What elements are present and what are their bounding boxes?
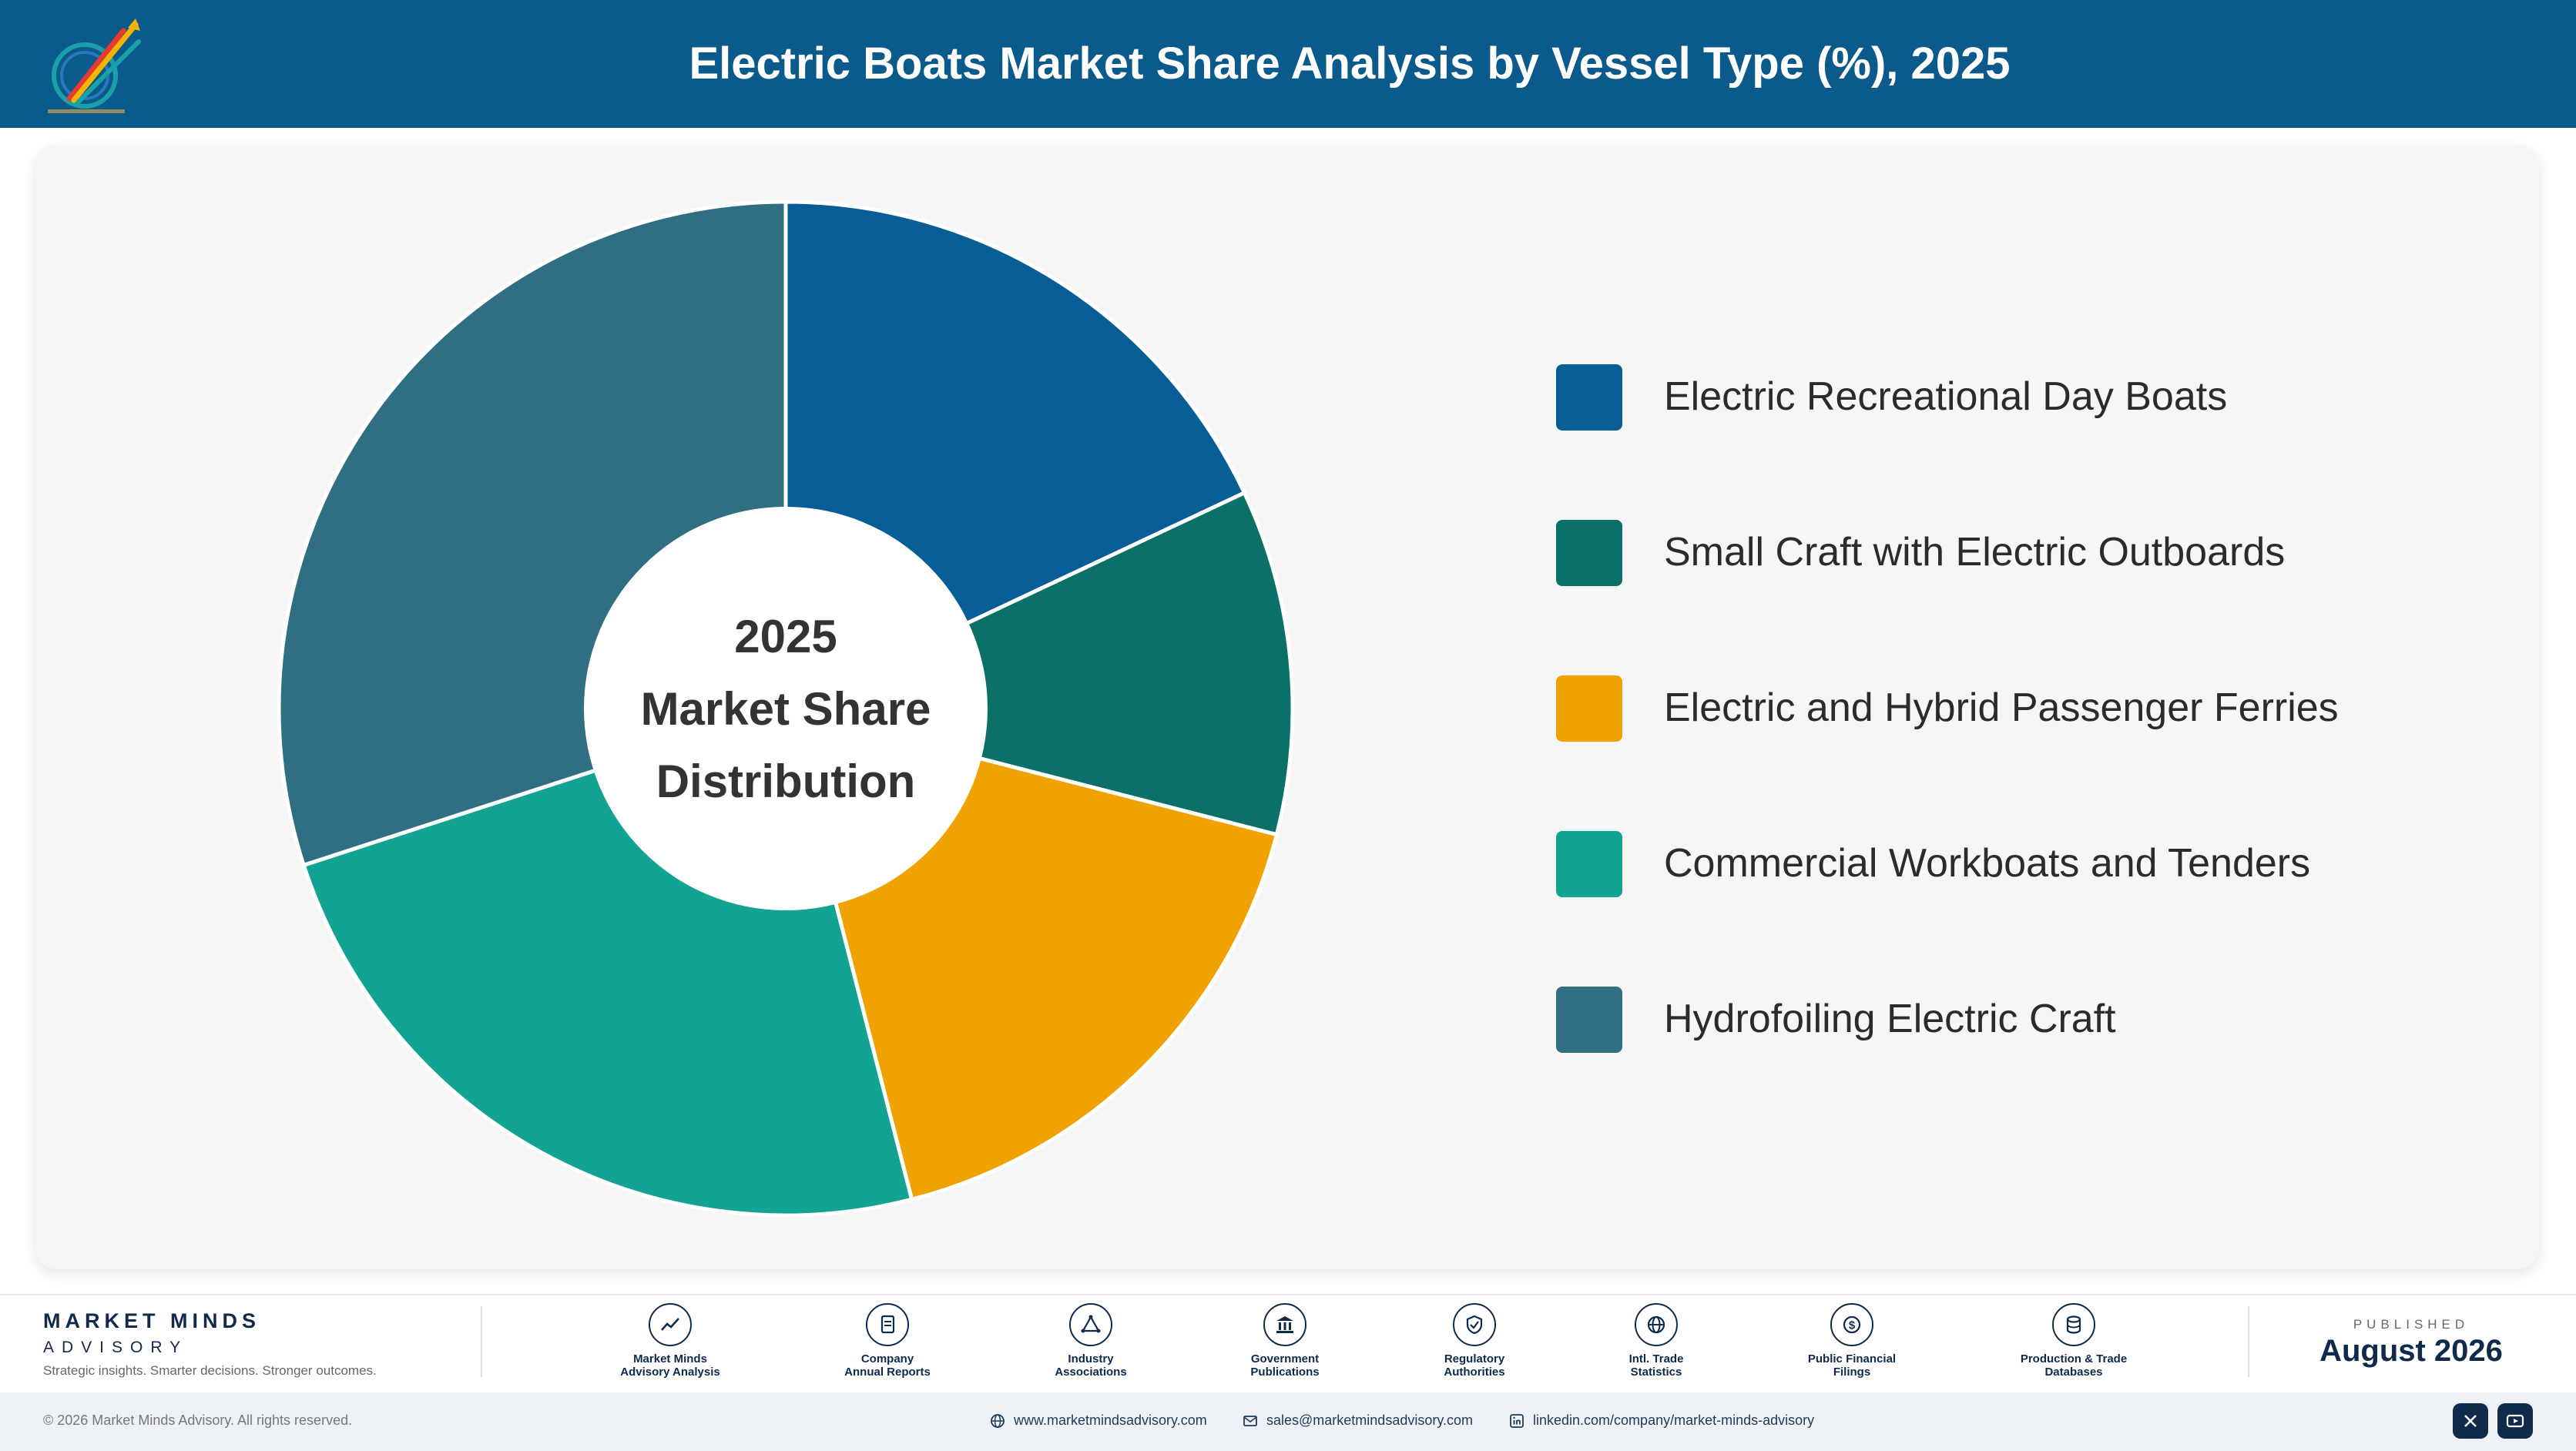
source-label-line-1: Regulatory xyxy=(1444,1352,1505,1366)
website-text: www.marketmindsadvisory.com xyxy=(1014,1412,1207,1428)
legend-item: Small Craft with Electric Outboards xyxy=(1556,518,2480,587)
center-label-line-3: Distribution xyxy=(656,756,916,807)
source-regulatory-authorities: Regulatory Authorities xyxy=(1390,1303,1559,1379)
page-title: Electric Boats Market Share Analysis by … xyxy=(689,39,2011,89)
source-label-line-2: Associations xyxy=(1055,1366,1127,1379)
youtube-social-button[interactable] xyxy=(2497,1403,2533,1439)
legend-item: Electric Recreational Day Boats xyxy=(1556,362,2480,431)
network-icon xyxy=(1069,1303,1112,1346)
legend-label: Commercial Workboats and Tenders xyxy=(1664,841,2311,886)
source-label-line-1: Industry xyxy=(1068,1352,1114,1366)
legend-item: Commercial Workboats and Tenders xyxy=(1556,829,2480,898)
brand-name: MARKET MINDS xyxy=(43,1309,260,1332)
source-label-line-2: Authorities xyxy=(1444,1366,1505,1379)
source-label-line-2: Annual Reports xyxy=(844,1366,931,1379)
government-building-icon xyxy=(1263,1303,1306,1346)
linkedin-text: linkedin.com/company/market-minds-adviso… xyxy=(1533,1412,1815,1428)
email-link[interactable]: sales@marketmindsadvisory.com xyxy=(1242,1412,1473,1429)
legend-item: Hydrofoiling Electric Craft xyxy=(1556,984,2480,1054)
source-label-line-2: Statistics xyxy=(1630,1366,1682,1379)
source-label-line-1: Intl. Trade xyxy=(1628,1352,1684,1366)
source-company-reports: Company Annual Reports xyxy=(803,1303,972,1379)
company-logo xyxy=(48,18,141,113)
source-public-financial-filings: $ Public Financial Filings xyxy=(1767,1303,1937,1379)
source-label-line-1: Government xyxy=(1250,1352,1320,1366)
source-label-line-1: Production & Trade xyxy=(2020,1352,2128,1366)
footer-divider xyxy=(481,1306,482,1377)
donut-center-label: 2025 Market Share Distribution xyxy=(585,601,986,818)
dollar-coin-icon: $ xyxy=(1830,1303,1873,1346)
legend-label: Electric Recreational Day Boats xyxy=(1664,374,2228,419)
footer-contact-strip: © 2026 Market Minds Advisory. All rights… xyxy=(0,1392,2576,1451)
linkedin-link[interactable]: linkedin.com/company/market-minds-adviso… xyxy=(1508,1412,1814,1429)
legend-item: Electric and Hybrid Passenger Ferries xyxy=(1556,673,2480,742)
brand-subname: ADVISORY xyxy=(43,1339,189,1356)
legend-label: Small Craft with Electric Outboards xyxy=(1664,530,2286,575)
source-production-trade-databases: Production & Trade Databases xyxy=(1989,1303,2158,1379)
source-label-line-2: Databases xyxy=(2044,1366,2103,1379)
youtube-icon xyxy=(2506,1414,2524,1428)
published-label: PUBLISHED xyxy=(2353,1317,2470,1332)
source-label-line-1: Market Minds xyxy=(633,1352,707,1366)
legend-swatch xyxy=(1556,364,1622,431)
center-label-line-2: Market Share xyxy=(640,683,931,735)
mail-icon xyxy=(1243,1416,1257,1427)
source-intl-trade-statistics: Intl. Trade Statistics xyxy=(1571,1303,1741,1379)
copyright-text: © 2026 Market Minds Advisory. All rights… xyxy=(43,1412,353,1428)
linkedin-icon xyxy=(1510,1414,1524,1429)
document-icon xyxy=(866,1303,909,1346)
x-social-button[interactable] xyxy=(2453,1403,2488,1439)
legend-label: Electric and Hybrid Passenger Ferries xyxy=(1664,685,2339,730)
source-label-line-2: Publications xyxy=(1250,1366,1320,1379)
chart-line-icon xyxy=(649,1303,692,1346)
globe-icon xyxy=(1635,1303,1678,1346)
svg-text:$: $ xyxy=(1849,1319,1856,1332)
shield-check-icon xyxy=(1453,1303,1496,1346)
source-industry-associations: Industry Associations xyxy=(1006,1303,1176,1379)
legend-swatch xyxy=(1556,831,1622,897)
source-label-line-1: Company xyxy=(860,1352,914,1366)
email-text: sales@marketmindsadvisory.com xyxy=(1266,1412,1474,1428)
source-government-publications: Government Publications xyxy=(1200,1303,1370,1379)
legend-swatch xyxy=(1556,675,1622,742)
legend-label: Hydrofoiling Electric Craft xyxy=(1664,997,2116,1041)
brand-tagline: Strategic insights. Smarter decisions. S… xyxy=(43,1363,377,1378)
footer: MARKET MINDS ADVISORY Strategic insights… xyxy=(0,1294,2576,1451)
website-link[interactable]: www.marketmindsadvisory.com xyxy=(989,1412,1207,1429)
center-label-line-1: 2025 xyxy=(734,611,837,662)
legend-swatch xyxy=(1556,987,1622,1053)
published-date: August 2026 xyxy=(2319,1334,2503,1368)
globe-icon xyxy=(991,1414,1005,1429)
database-icon xyxy=(2052,1303,2095,1346)
source-label-line-1: Public Financial xyxy=(1807,1352,1897,1366)
source-market-minds-analysis: Market Minds Advisory Analysis xyxy=(585,1303,755,1379)
source-label-line-2: Advisory Analysis xyxy=(620,1366,720,1379)
footer-divider xyxy=(2248,1306,2249,1377)
source-label-line-2: Filings xyxy=(1833,1366,1871,1379)
x-logo-icon xyxy=(2464,1415,2477,1427)
legend-swatch xyxy=(1556,520,1622,586)
header-bar: Electric Boats Market Share Analysis by … xyxy=(0,0,2576,128)
